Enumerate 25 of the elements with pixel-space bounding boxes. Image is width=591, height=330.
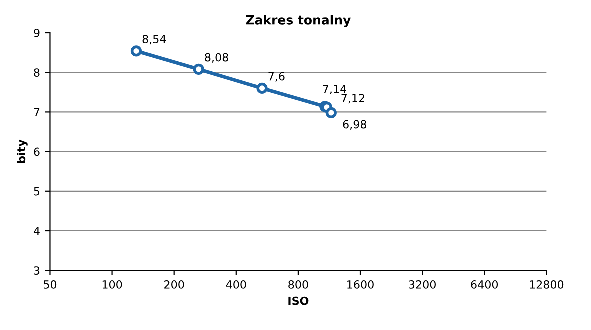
data-label: 7,12 xyxy=(342,94,364,104)
y-tick-label: 9 xyxy=(34,28,40,38)
y-axis-title: bity xyxy=(17,140,28,164)
x-tick-label: 400 xyxy=(226,280,246,289)
x-tick-label: 800 xyxy=(288,280,308,289)
x-tick-label: 12800 xyxy=(530,280,564,289)
x-tick-label: 1600 xyxy=(348,280,374,289)
x-tick-label: 100 xyxy=(102,280,122,289)
y-tick-label: 6 xyxy=(34,148,40,156)
y-tick-label: 5 xyxy=(34,188,40,196)
data-label: 8,08 xyxy=(205,53,228,63)
y-tick-label: 4 xyxy=(34,227,40,236)
data-label: 7,6 xyxy=(268,72,285,82)
data-label: 8,54 xyxy=(142,35,166,45)
x-tick-label: 6400 xyxy=(471,280,498,289)
data-label: 6,98 xyxy=(343,120,366,130)
y-tick-label: 7 xyxy=(34,108,40,116)
x-tick-label: 3200 xyxy=(409,280,436,289)
chart-title: Zakres tonalny xyxy=(246,15,351,28)
x-tick-label: 50 xyxy=(44,280,57,289)
x-axis-title: ISO xyxy=(288,296,309,306)
y-tick-label: 8 xyxy=(34,68,40,77)
data-label: 7,14 xyxy=(323,85,346,95)
y-tick-label: 3 xyxy=(34,266,40,275)
x-tick-label: 200 xyxy=(164,280,184,289)
